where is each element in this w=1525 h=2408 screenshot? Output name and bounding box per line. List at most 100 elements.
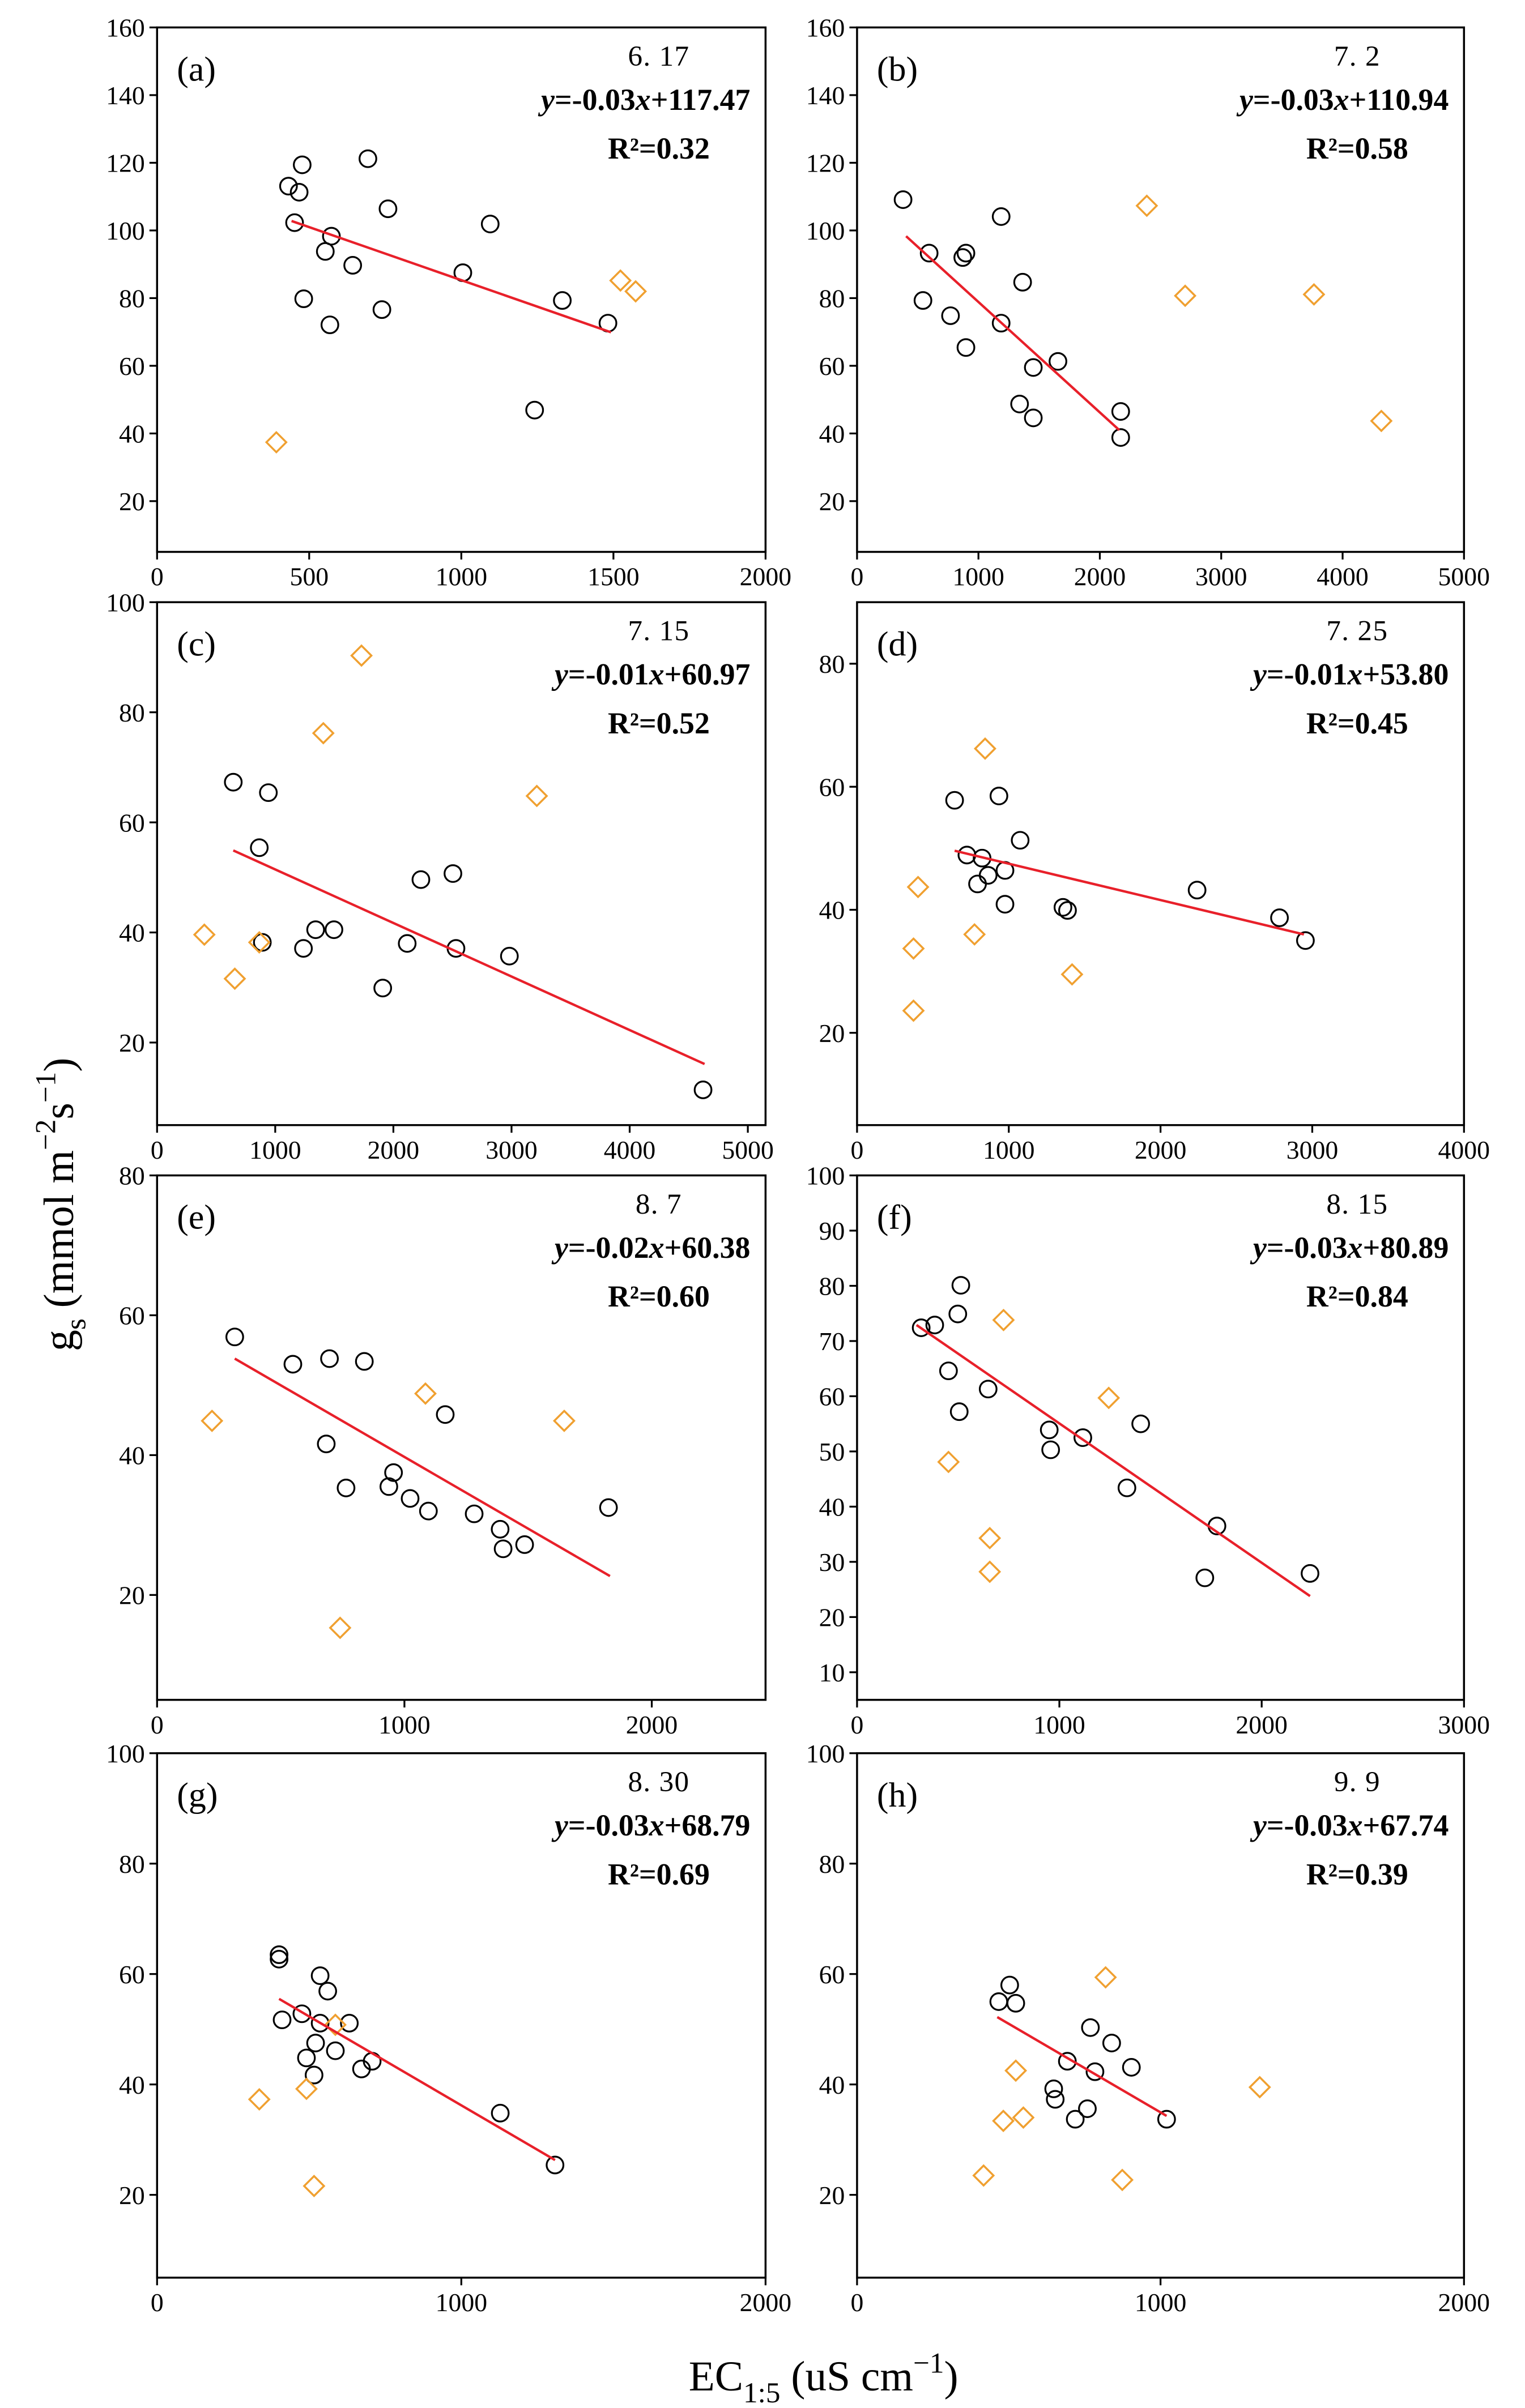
panel-c-circle-point [411,870,431,889]
panel-g-equation: y=-0.03x+68.79 [551,1808,750,1842]
panel-d-circle-point [1011,831,1030,850]
panel-h-diamond-point [1004,2059,1028,2082]
panel-b-frame [856,26,1466,553]
panel-e-circle-point [419,1501,438,1521]
panel-g-diamond-point [303,2175,326,2197]
panel-b-circle-point [1024,358,1043,377]
panel-f-circle-point [1131,1414,1151,1433]
panel-d-y-tick-label: 20 [819,1019,845,1048]
panel-e-circle-point [599,1498,618,1517]
panel-e-circle-point [491,1519,510,1539]
panel-e-fit-line [234,1357,611,1577]
panel-e-circle-point [317,1434,336,1454]
panel-h-circle-point [1085,2062,1105,2081]
panel-g-circle-point [310,2014,330,2033]
panel-b-y-tick-label: 40 [819,420,845,449]
panel-e-label: (e) [177,1198,216,1237]
panel-c-equation: y=-0.01x+60.97 [551,657,750,691]
panel-a-y-tick-label: 100 [106,216,145,245]
panel-f-circle-point [949,1402,969,1421]
panel-e-date: 8. 7 [636,1188,682,1220]
panel-d-circle-point [945,791,964,810]
panel-h-diamond-point [1012,2106,1035,2129]
x-axis-title-segment: ) [944,2353,959,2400]
panel-c-diamond-point [223,967,246,990]
y-axis-title-segment: s [36,1103,83,1119]
panel-b-x-tick-label: 5000 [1438,562,1490,591]
panel-a-equation-segment: +117.47 [651,83,751,117]
panel-h-equation-segment: =-0.03 [1267,1808,1348,1842]
panel-d-fit-line [954,849,1305,936]
panel-f-date: 8. 15 [1326,1188,1388,1220]
panel-h-label: (h) [877,1776,918,1814]
panel-c-x-tick-label: 5000 [722,1135,774,1164]
panel-a-circle-point [372,300,391,319]
panel-a-x-tick-label: 500 [289,562,329,591]
panel-e-diamond-point [201,1409,224,1432]
panel-b-x-tick-label: 4000 [1317,562,1368,591]
panel-g-date: 8. 30 [628,1766,689,1798]
panel-e-circle-point [283,1355,303,1374]
y-axis-title-segment: (mmol m [36,1150,83,1318]
panel-d-date: 7. 25 [1326,615,1388,647]
panel-e-circle-point [384,1463,403,1482]
panel-b-circle-point [991,207,1011,226]
panel-h-x-tick-label: 1000 [1135,2288,1186,2317]
y-axis-title-segment: g [36,1330,83,1351]
panel-g-circle-point [292,2004,312,2023]
panel-a-diamond-point [265,430,288,454]
panel-d-x-tick-label: 1000 [983,1135,1034,1164]
panel-c-y-tick-label: 40 [119,919,145,947]
panel-c-fit-line [232,849,705,1065]
panel-d-label: (d) [877,625,918,664]
panel-g-y-tick-label: 80 [119,1850,145,1878]
panel-h-fit-line [996,2016,1168,2117]
panel-c-diamond-point [525,784,548,808]
panel-h-date: 9. 9 [1334,1766,1381,1798]
panel-f-equation-segment: +80.89 [1363,1231,1449,1265]
panel-f-y-tick-label: 50 [819,1437,845,1466]
panel-c-circle-point [259,783,278,802]
panel-f-y-tick-label: 30 [819,1548,845,1577]
panel-f-circle-point [1074,1428,1092,1447]
panel-e-y-tick-label: 60 [119,1301,145,1330]
panel-c-circle-point [444,864,462,883]
panel-c-equation-segment: y [551,657,569,691]
panel-b-diamond-point [1174,284,1197,308]
panel-g-y-tick-label: 40 [119,2070,145,2099]
panel-g-y-tick-label: 60 [119,1960,145,1989]
panel-b-fit-line [905,235,1121,432]
panel-c-frame [156,601,767,1126]
panel-f-y-tick-label: 80 [819,1272,845,1301]
panel-f-x-tick-label: 0 [850,1710,863,1739]
panel-b-circle-point [953,248,972,267]
panel-d-r-squared: R²=0.45 [1306,706,1408,740]
panel-c-equation-segment: x [649,657,664,691]
panel-c-x-tick-label: 1000 [249,1135,301,1164]
panel-c-diamond-point [350,644,373,667]
panel-h-diamond-point [1248,2076,1271,2099]
panel-f-diamond-point [937,1450,960,1474]
panel-a-circle-point [316,242,335,261]
panel-b-equation-segment: =-0.03 [1253,83,1334,117]
panel-f-label: (f) [877,1198,912,1237]
panel-g-equation-segment: =-0.03 [568,1808,649,1842]
panel-f-equation-segment: =-0.03 [1267,1231,1348,1265]
panel-h-circle-point [1006,1993,1025,2013]
panel-h-circle-point [1044,2080,1063,2098]
panel-g-equation-segment: y [551,1808,569,1842]
panel-h-circle-point [1081,2018,1100,2037]
panel-d-x-tick-label: 0 [850,1135,863,1164]
panel-a-circle-point [343,256,363,275]
panel-a-label: (a) [177,50,216,89]
panel-g-equation-segment: +68.79 [664,1808,751,1842]
panel-f-diamond-point [978,1560,1002,1583]
panel-a-r-squared: R²=0.32 [608,131,710,165]
panel-e-circle-point [401,1489,420,1508]
panel-a-y-tick-label: 80 [119,284,145,313]
panel-b-circle-point [1024,408,1043,428]
panel-b-circle-point [913,291,932,310]
panel-b-y-tick-label: 160 [806,14,845,42]
panel-h-y-tick-label: 20 [819,2181,845,2210]
panel-b-circle-point [1111,402,1130,421]
